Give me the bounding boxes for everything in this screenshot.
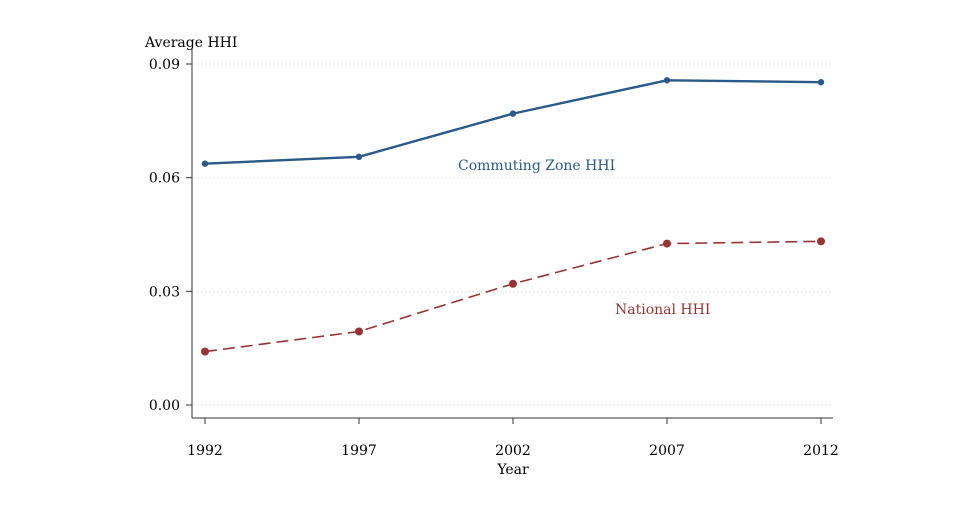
series-label: Commuting Zone HHI — [458, 158, 615, 174]
y-tick-label: 0.09 — [149, 57, 180, 73]
x-tick-label: 2012 — [803, 443, 839, 459]
series-group: Commuting Zone HHI National HHI — [201, 77, 825, 356]
x-tick-label: 1992 — [187, 443, 223, 459]
x-axis-ticks: 1992 1997 2002 2007 2012 — [187, 418, 839, 459]
series-line — [204, 240, 822, 353]
series-national-hhi: National HHI — [201, 237, 825, 356]
data-point — [509, 110, 517, 117]
y-axis-ticks: 0.00 0.03 0.06 0.09 — [149, 57, 192, 414]
series-commuting-zone-hhi: Commuting Zone HHI — [201, 77, 825, 174]
x-tick-label: 2002 — [495, 443, 531, 459]
series-label: National HHI — [615, 302, 710, 318]
data-point — [201, 347, 209, 356]
data-point — [663, 77, 671, 84]
data-point — [509, 279, 517, 288]
y-tick-label: 0.00 — [149, 398, 180, 414]
data-point — [355, 153, 363, 161]
series-line — [204, 79, 822, 165]
data-point — [817, 78, 825, 86]
y-tick-label: 0.06 — [149, 171, 180, 187]
data-point — [201, 160, 209, 167]
data-point — [817, 237, 825, 246]
axes — [191, 48, 833, 419]
y-tick-label: 0.03 — [149, 284, 180, 300]
x-tick-label: 2007 — [649, 443, 685, 459]
x-axis-title: Year — [496, 462, 529, 478]
x-tick-label: 1997 — [341, 443, 377, 459]
data-point — [663, 239, 671, 248]
y-axis-title: Average HHI — [144, 35, 237, 51]
gridlines — [193, 63, 833, 406]
data-point — [355, 327, 363, 336]
